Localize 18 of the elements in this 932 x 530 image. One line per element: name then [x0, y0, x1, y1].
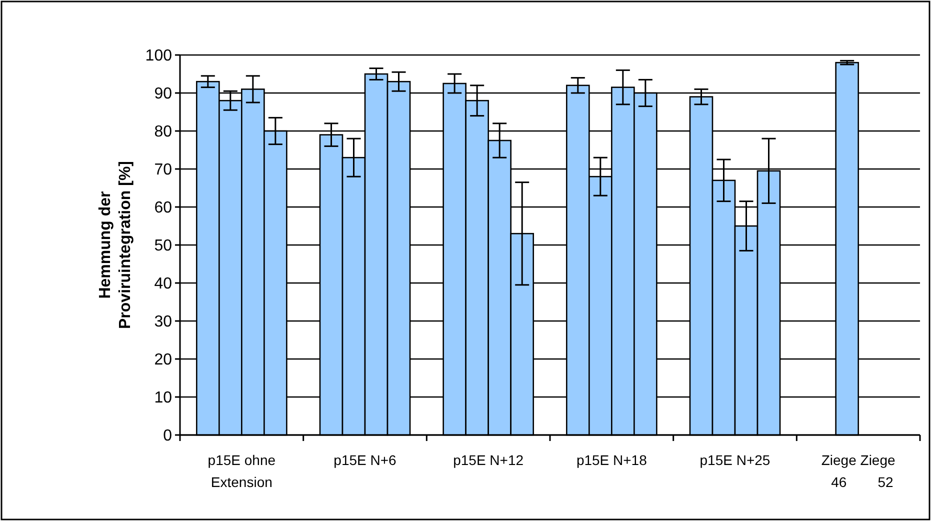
- y-tick-label: 80: [154, 124, 172, 141]
- x-tick-label: p15E N+25: [700, 452, 770, 468]
- y-tick-label: 20: [154, 352, 172, 369]
- y-tick-label: 70: [154, 162, 172, 179]
- y-tick-label: 60: [154, 200, 172, 217]
- y-tick-label: 90: [154, 86, 172, 103]
- y-tick-label: 100: [145, 48, 172, 65]
- x-tick-label: Ziege Ziege 46 52: [821, 452, 896, 490]
- y-tick-label: 0: [163, 428, 172, 445]
- y-tick-label: 50: [154, 238, 172, 255]
- x-tick-label: p15E N+18: [576, 452, 648, 468]
- x-tick-label: p15E N+6: [334, 452, 397, 468]
- y-tick-label: 40: [154, 276, 172, 293]
- y-tick-label: 10: [154, 390, 172, 407]
- x-tick-label: p15E ohne Extension: [208, 452, 276, 490]
- y-axis-title: Hemmung der Proviruintegration [%]: [97, 160, 134, 330]
- y-tick-label: 30: [154, 314, 172, 331]
- x-tick-label: p15E N+12: [453, 452, 524, 468]
